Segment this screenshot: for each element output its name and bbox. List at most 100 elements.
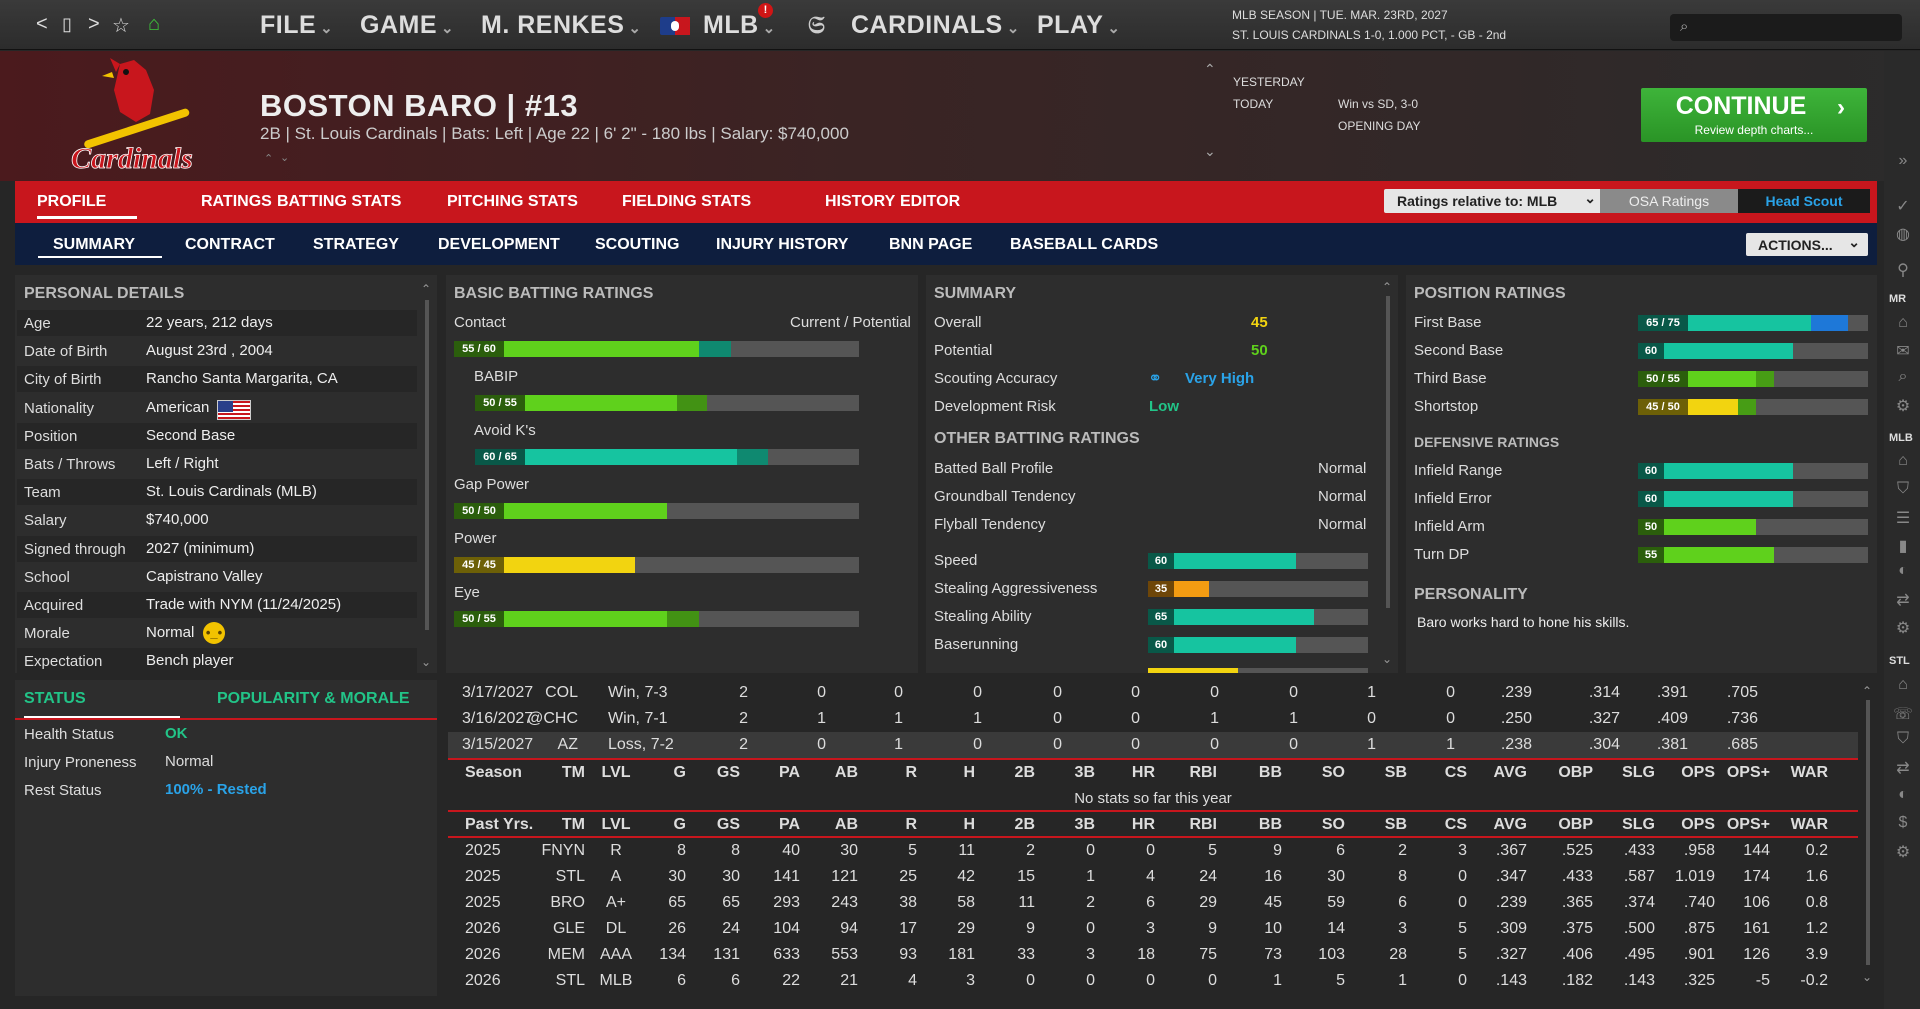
game-log-cell: 1 [894, 736, 903, 753]
tab-summary[interactable]: SUMMARY [53, 236, 136, 253]
personal-value: Bench player [146, 652, 234, 670]
home-icon[interactable]: ⌂ [1898, 676, 1908, 693]
scroll-up-icon[interactable]: ⌃ [1382, 280, 1393, 294]
baseball-icon[interactable]: ◐ [1898, 562, 1908, 579]
tab-baseball-cards[interactable]: BASEBALL CARDS [1010, 236, 1159, 253]
column-header: WAR [1790, 764, 1828, 781]
table-cell: 30 [668, 868, 686, 885]
schedule-up-icon[interactable]: ⌃ [1204, 61, 1216, 77]
check-icon[interactable]: ✓ [1896, 198, 1910, 215]
tab-strategy[interactable]: STRATEGY [313, 236, 399, 253]
gear-icon[interactable]: ⚙ [1895, 844, 1911, 861]
personal-value[interactable]: St. Louis Cardinals (MLB) [146, 483, 317, 501]
location-pin-icon[interactable]: ⚲ [1897, 262, 1909, 279]
home-icon[interactable]: ⌂ [1898, 452, 1908, 469]
tab-injury-history[interactable]: INJURY HISTORY [716, 236, 849, 253]
game-log-cell: .239 [1500, 684, 1532, 701]
tab-editor[interactable]: EDITOR [900, 193, 961, 210]
search-input[interactable]: ⌕ [1670, 14, 1902, 41]
schedule-today-result[interactable]: Win vs SD, 3-0 [1338, 97, 1419, 111]
back-icon[interactable]: < [36, 13, 48, 35]
past-year-row[interactable]: 2025 BRO A+ 65 65 293 243 38 58 11 2 6 29 45 59 6 0 .239.… [448, 890, 1858, 916]
home-icon[interactable]: ⌂ [1898, 314, 1908, 331]
alert-badge[interactable]: ! [758, 3, 773, 18]
schedule-down-icon[interactable]: ⌄ [1204, 143, 1216, 159]
tab-ratings[interactable]: RATINGS [201, 193, 272, 210]
game-log-row[interactable]: 3/17/2027 COL Win, 7-3 2 0 0 0 0 0 0 0 1 0 .239 .314 .3… [448, 680, 1858, 706]
menu-play[interactable]: PLAY ⌄ [1037, 11, 1121, 39]
gear-icon[interactable]: ⚙ [1895, 620, 1911, 637]
menu-manager[interactable]: M. RENKES ⌄ [481, 11, 642, 39]
home-icon[interactable]: ⌂ [148, 13, 161, 35]
head-scout-toggle[interactable]: Head Scout [1738, 189, 1870, 213]
game-log-row[interactable]: 3/15/2027 AZ Loss, 7-2 2 0 1 0 0 0 0 0 1 1 .238 .304 .3… [448, 732, 1858, 758]
star-icon[interactable]: ☆ [112, 15, 130, 37]
phone-icon[interactable]: ☏ [1893, 706, 1914, 723]
table-cell: 6 [677, 972, 686, 989]
list-icon[interactable]: ☰ [1895, 510, 1911, 527]
game-log-cell: .314 [1588, 684, 1620, 701]
tab-status[interactable]: STATUS [24, 690, 86, 707]
forward-icon[interactable]: > [88, 13, 100, 35]
rating-badge: 60 [1148, 637, 1174, 653]
tab-bnn-page[interactable]: BNN PAGE [889, 236, 973, 253]
game-log-cell: 0 [894, 684, 903, 701]
transactions-icon[interactable]: ⇄ [1896, 760, 1910, 777]
tab-scouting[interactable]: SCOUTING [595, 236, 680, 253]
baseball-icon[interactable]: ◐ [1898, 786, 1908, 803]
dollar-icon[interactable]: $ [1898, 814, 1908, 831]
menu-cardinals[interactable]: CARDINALS ⌄ [851, 11, 1020, 39]
tab-profile[interactable]: PROFILE [37, 193, 107, 210]
menu-file[interactable]: FILE ⌄ [260, 11, 334, 39]
scroll-up-icon[interactable]: ⌃ [421, 282, 432, 296]
scroll-up-icon[interactable]: ⌃ [1862, 684, 1873, 698]
table-divider [448, 836, 1858, 838]
defensive-label: Infield Arm [1414, 518, 1485, 535]
past-year-row[interactable]: 2026 MEM AAA 134 131 633 553 93 181 33 3 18 75 73 103 2… [448, 942, 1858, 968]
globe-icon[interactable]: ◍ [1896, 226, 1910, 243]
transactions-icon[interactable]: ⇄ [1896, 592, 1910, 609]
scrollbar[interactable] [425, 300, 429, 630]
past-year-row[interactable]: 2026 GLE DL 26 24 104 94 17 29 9 0 3 9 10 14 3 5 .309 .375… [448, 916, 1858, 942]
tab-batting-stats[interactable]: BATTING STATS [277, 193, 402, 210]
chart-icon[interactable]: ▮ [1898, 538, 1908, 555]
tab-development[interactable]: DEVELOPMENT [438, 236, 560, 253]
past-year-row[interactable]: 2026 STL MLB 6 6 22 21 4 3 0 0 0 0 1 5 1 0 .143 .182 .143 .3… [448, 968, 1858, 994]
menu-mlb[interactable]: MLB ⌄ [703, 11, 776, 39]
continue-button[interactable]: CONTINUE Review depth charts... › [1641, 88, 1867, 142]
personal-label: Acquired [24, 597, 84, 614]
actions-dropdown[interactable]: ACTIONS... ⌄ [1746, 233, 1868, 256]
scroll-down-icon[interactable]: ⌄ [1382, 652, 1393, 666]
table-cell: 26 [668, 920, 686, 937]
search-icon: ⌕ [1680, 18, 1689, 35]
game-log-row[interactable]: 3/16/2027 @CHC Win, 7-1 2 1 1 1 0 0 1 1 0 0 .250 .327.… [448, 706, 1858, 732]
tab-contract[interactable]: CONTRACT [185, 236, 275, 253]
shield-icon[interactable]: ⛉ [1896, 480, 1909, 497]
scrollbar[interactable] [1386, 296, 1390, 608]
past-year-row[interactable]: 2025 FNYN R 8 8 40 30 5 11 2 0 0 5 9 6 2 3 .367 .525 .433 .9… [448, 838, 1858, 864]
mail-icon[interactable]: ✉ [1896, 343, 1910, 360]
ratings-relative-select[interactable]: Ratings relative to: MLB ⌄ [1384, 189, 1604, 213]
menu-game[interactable]: GAME ⌄ [360, 11, 455, 39]
search-icon[interactable]: ⌕ [1898, 368, 1908, 385]
chevron-down-icon[interactable]: ⌄ [280, 152, 290, 164]
chevron-up-icon[interactable]: ⌃ [264, 153, 274, 165]
scroll-down-icon[interactable]: ⌄ [421, 655, 432, 669]
tab-history[interactable]: HISTORY [825, 193, 896, 210]
past-year-row[interactable]: 2025 STL A 30 30 141 121 25 42 15 1 4 24 16 30 8 0 .347 .4… [448, 864, 1858, 890]
table-cell: 0 [1086, 920, 1095, 937]
shield-icon[interactable]: ⛉ [1896, 730, 1909, 747]
game-log-cell: .705 [1726, 684, 1758, 701]
document-icon[interactable]: ▯ [62, 14, 72, 34]
tab-popularity-morale[interactable]: POPULARITY & MORALE [217, 690, 410, 707]
scrollbar[interactable] [1866, 700, 1870, 965]
column-header: GS [716, 764, 740, 781]
tab-fielding-stats[interactable]: FIELDING STATS [622, 193, 752, 210]
column-header: AVG [1493, 816, 1527, 833]
double-chevron-right-icon[interactable]: » [1898, 152, 1908, 169]
osa-ratings-toggle[interactable]: OSA Ratings [1600, 189, 1738, 213]
gear-icon[interactable]: ⚙ [1895, 398, 1911, 415]
scroll-down-icon[interactable]: ⌄ [1862, 970, 1873, 984]
tab-pitching-stats[interactable]: PITCHING STATS [447, 193, 578, 210]
game-log-cell: 3/15/2027 [462, 736, 534, 753]
